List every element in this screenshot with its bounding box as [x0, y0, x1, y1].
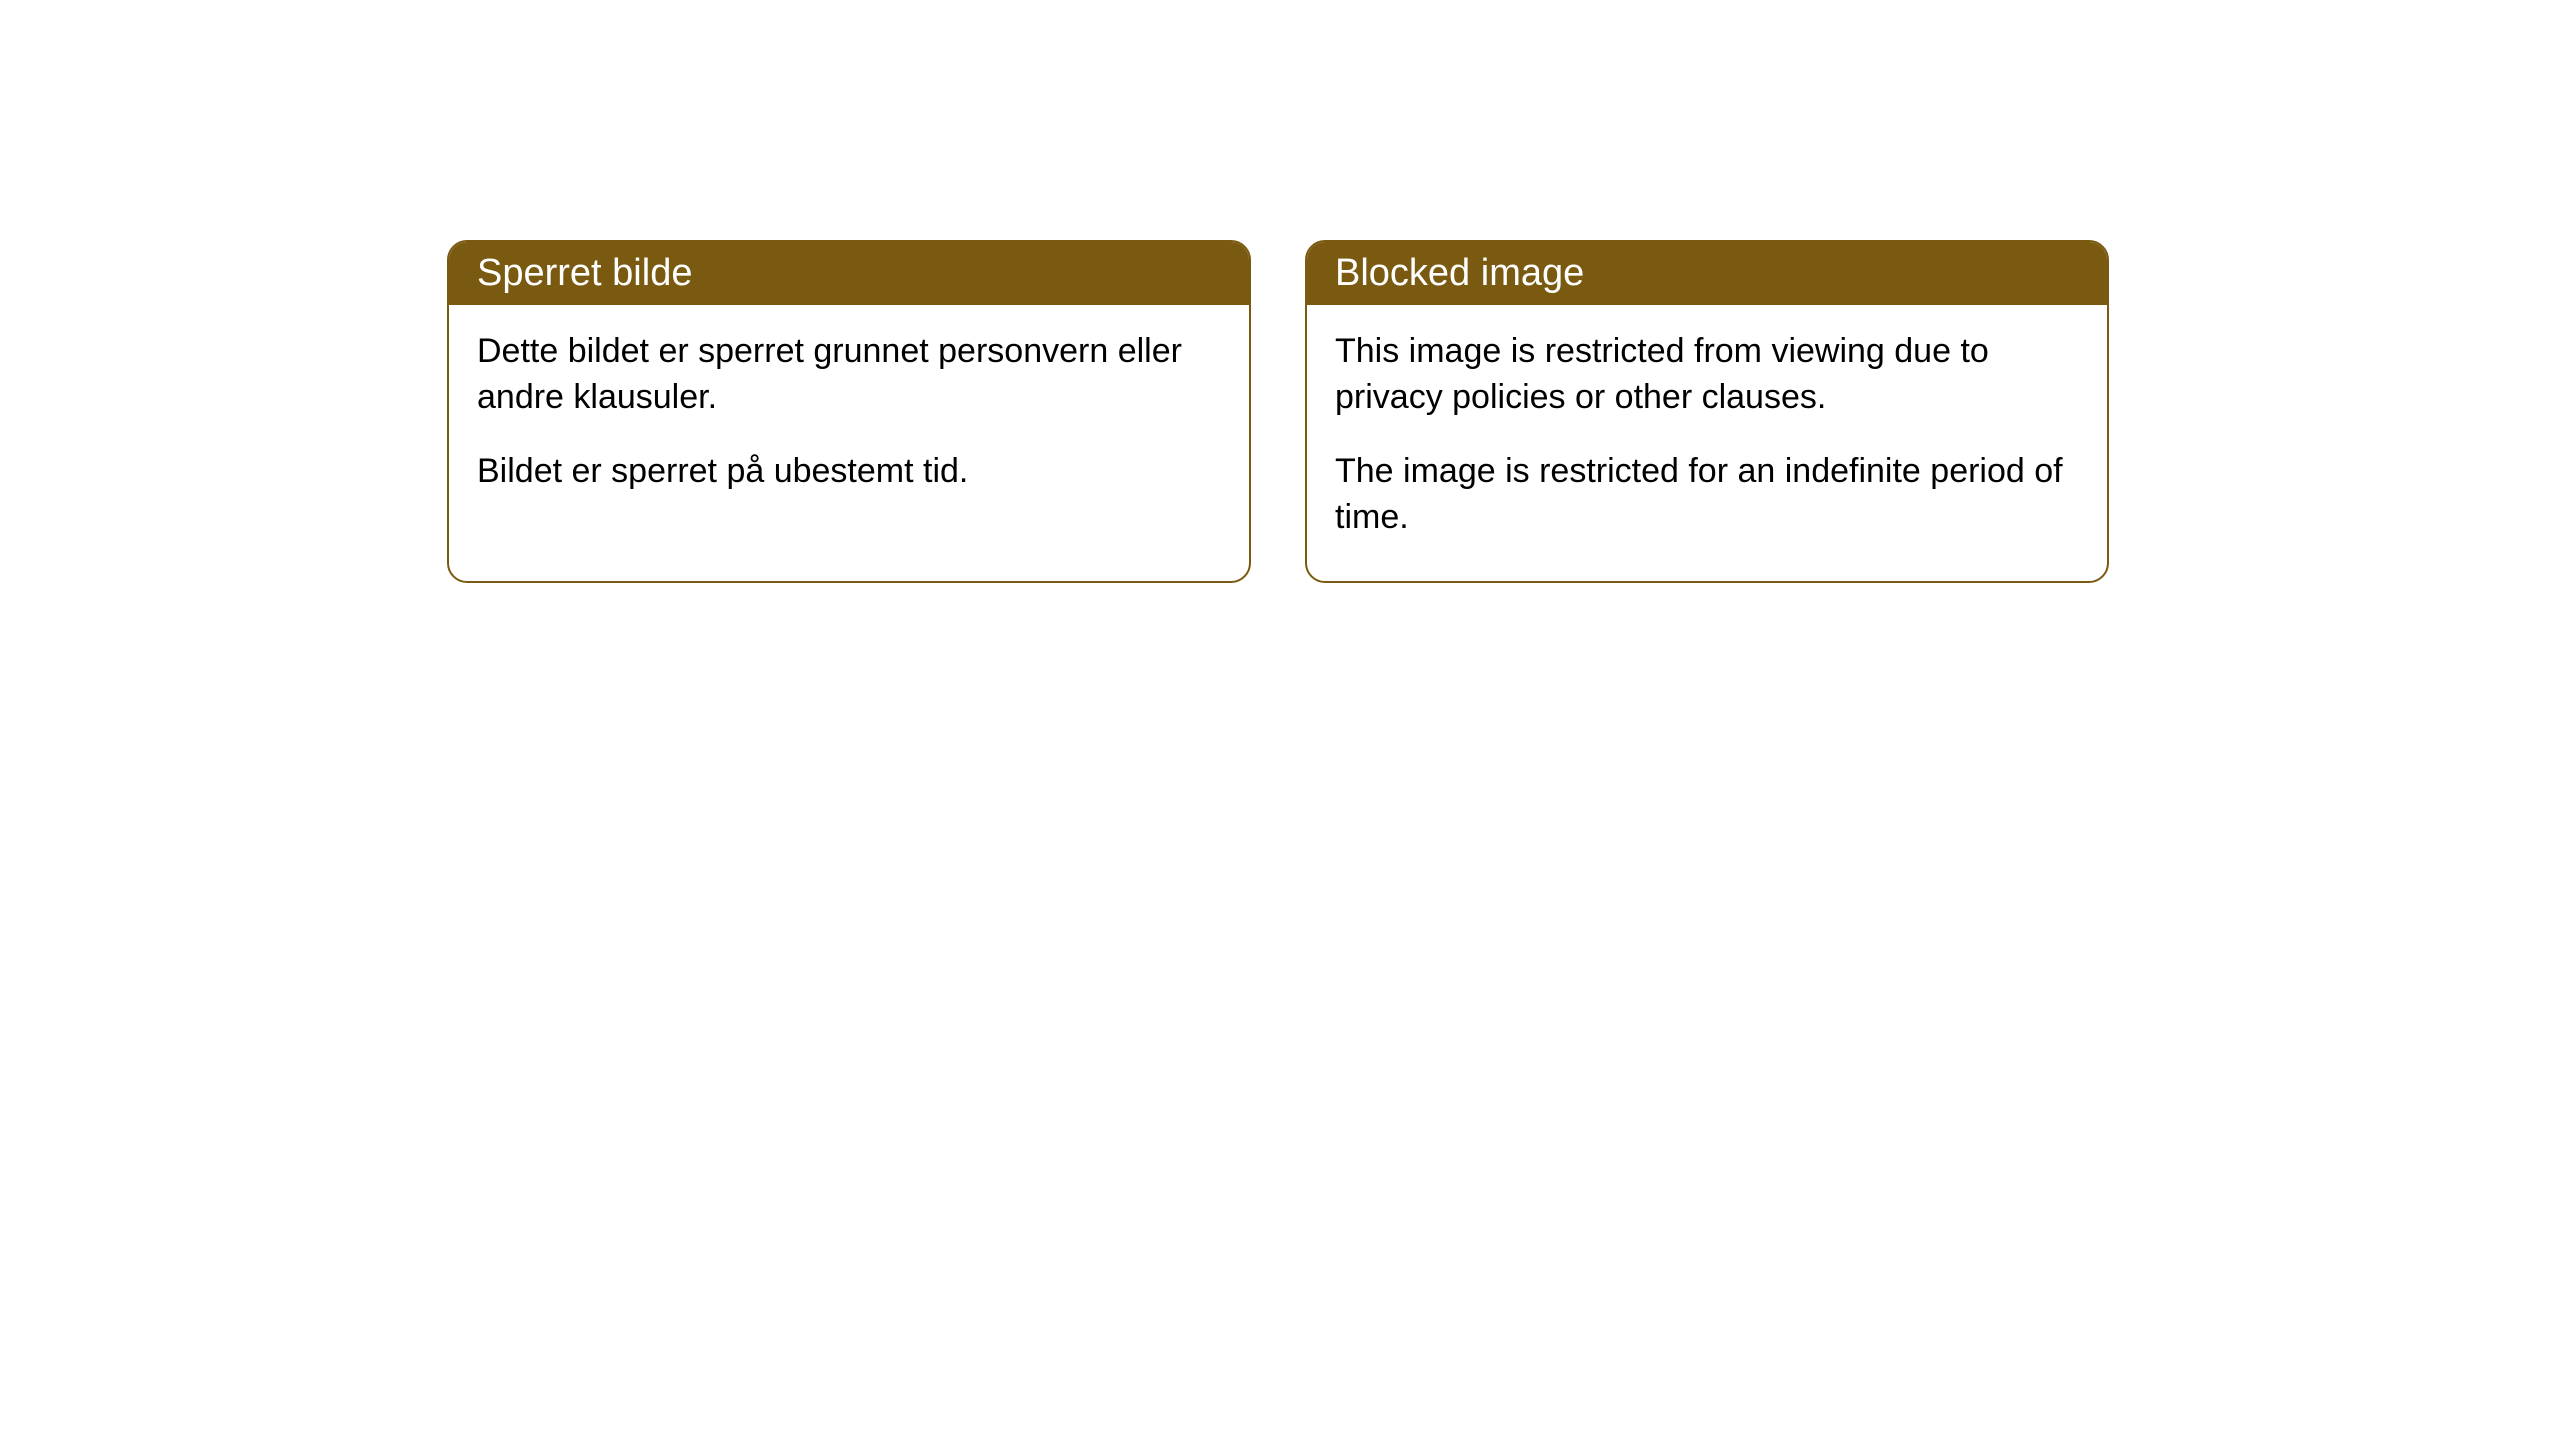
notice-card-norwegian: Sperret bilde Dette bildet er sperret gr…: [447, 240, 1251, 583]
notice-card-container: Sperret bilde Dette bildet er sperret gr…: [447, 240, 2109, 583]
card-title: Sperret bilde: [477, 252, 692, 294]
card-paragraph: This image is restricted from viewing du…: [1335, 329, 2079, 421]
card-body: This image is restricted from viewing du…: [1307, 305, 2107, 581]
card-paragraph: The image is restricted for an indefinit…: [1335, 449, 2079, 541]
card-paragraph: Bildet er sperret på ubestemt tid.: [477, 449, 1221, 495]
card-paragraph: Dette bildet er sperret grunnet personve…: [477, 329, 1221, 421]
card-title: Blocked image: [1335, 252, 1584, 294]
card-header: Blocked image: [1307, 242, 2107, 305]
notice-card-english: Blocked image This image is restricted f…: [1305, 240, 2109, 583]
card-body: Dette bildet er sperret grunnet personve…: [449, 305, 1249, 535]
card-header: Sperret bilde: [449, 242, 1249, 305]
